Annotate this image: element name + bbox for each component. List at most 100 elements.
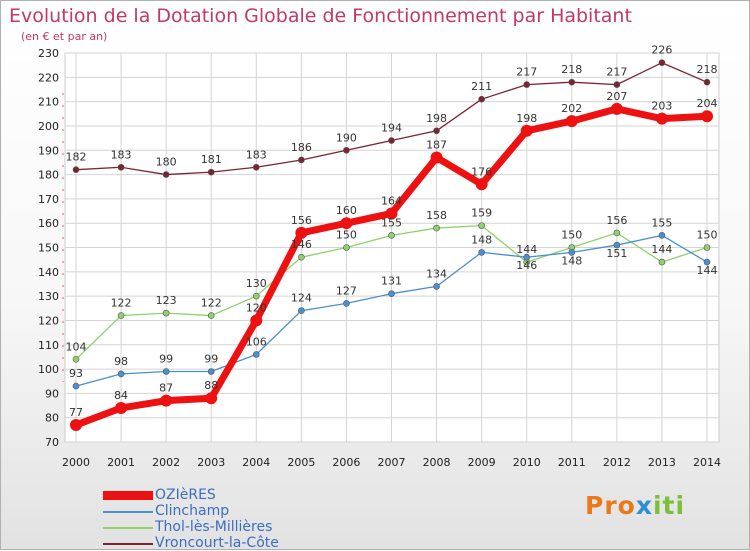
data-label: 156 bbox=[606, 214, 627, 227]
data-point bbox=[162, 309, 170, 317]
y-tick-label: 230 bbox=[38, 47, 59, 60]
data-label: 124 bbox=[291, 292, 312, 305]
y-tick-label: 210 bbox=[38, 96, 59, 109]
data-point bbox=[568, 78, 576, 86]
legend-swatch bbox=[103, 543, 153, 545]
x-tick-label: 2000 bbox=[62, 456, 90, 469]
x-tick-label: 2013 bbox=[648, 456, 676, 469]
y-tick-label: 200 bbox=[38, 120, 59, 133]
legend-label: Vroncourt-la-Côte bbox=[155, 535, 279, 551]
data-point bbox=[298, 253, 305, 261]
y-tick-label: 140 bbox=[38, 266, 59, 279]
x-tick-label: 2007 bbox=[378, 456, 406, 469]
data-point bbox=[343, 244, 350, 251]
data-point bbox=[385, 207, 398, 220]
legend-swatch bbox=[103, 511, 153, 513]
data-label: 150 bbox=[697, 229, 718, 242]
x-tick-label: 2012 bbox=[603, 456, 631, 469]
data-label: 226 bbox=[651, 44, 672, 57]
data-label: 120 bbox=[246, 301, 267, 314]
data-point bbox=[252, 351, 260, 358]
data-point bbox=[70, 418, 82, 431]
data-point bbox=[250, 314, 263, 327]
data-label: 190 bbox=[336, 131, 357, 144]
data-label: 155 bbox=[381, 216, 402, 229]
data-point bbox=[162, 171, 170, 178]
data-label: 146 bbox=[516, 259, 537, 272]
data-label: 134 bbox=[426, 267, 447, 280]
data-point bbox=[703, 78, 711, 86]
legend-label: Thol-lès-Millières bbox=[155, 519, 273, 535]
data-label: 106 bbox=[246, 335, 267, 348]
data-label: 198 bbox=[426, 112, 447, 125]
data-label: 122 bbox=[111, 297, 132, 310]
data-label: 150 bbox=[561, 229, 582, 242]
data-label: 98 bbox=[114, 355, 128, 368]
data-label: 217 bbox=[606, 66, 627, 79]
x-tick-label: 2005 bbox=[287, 456, 315, 469]
data-point bbox=[658, 232, 666, 239]
data-label: 88 bbox=[204, 379, 218, 392]
data-point bbox=[613, 81, 621, 88]
y-tick-label: 190 bbox=[38, 144, 59, 157]
y-tick-label: 130 bbox=[38, 290, 59, 303]
data-point bbox=[252, 163, 260, 171]
data-point bbox=[340, 217, 353, 230]
data-point bbox=[295, 226, 308, 239]
data-label: 148 bbox=[471, 233, 492, 246]
data-point bbox=[478, 249, 485, 256]
data-label: 186 bbox=[291, 141, 312, 154]
data-point bbox=[252, 292, 260, 300]
data-label: 202 bbox=[561, 102, 582, 115]
data-point bbox=[388, 137, 395, 144]
data-label: 144 bbox=[697, 264, 718, 277]
data-point bbox=[205, 392, 218, 405]
x-tick-label: 2010 bbox=[513, 456, 541, 469]
data-point bbox=[523, 253, 531, 261]
y-tick-label: 150 bbox=[38, 242, 59, 255]
data-point bbox=[655, 112, 668, 125]
data-label: 150 bbox=[336, 229, 357, 242]
data-label: 122 bbox=[201, 297, 222, 310]
data-label: 194 bbox=[381, 122, 402, 135]
data-point bbox=[298, 156, 305, 164]
data-point bbox=[343, 146, 350, 154]
data-point bbox=[207, 168, 215, 176]
data-label: 156 bbox=[291, 214, 312, 227]
data-point bbox=[433, 127, 440, 135]
x-tick-label: 2006 bbox=[332, 456, 360, 469]
data-point bbox=[433, 224, 440, 232]
data-point bbox=[117, 312, 125, 319]
axes: 7080901001101201301401501601701801902002… bbox=[38, 47, 721, 469]
y-tick-label: 160 bbox=[38, 217, 59, 230]
x-tick-label: 2009 bbox=[468, 456, 496, 469]
x-tick-label: 2014 bbox=[693, 456, 721, 469]
data-label: 99 bbox=[204, 352, 218, 365]
data-label: 104 bbox=[66, 340, 87, 353]
logo-part-3: iti bbox=[652, 491, 686, 520]
data-label: 183 bbox=[246, 148, 267, 161]
chart-title: Evolution de la Dotation Globale de Fonc… bbox=[9, 5, 632, 27]
data-point bbox=[388, 232, 395, 239]
data-label: 146 bbox=[291, 238, 312, 251]
data-point bbox=[207, 312, 215, 319]
data-point bbox=[72, 382, 80, 390]
y-tick-label: 220 bbox=[38, 71, 59, 84]
data-point bbox=[703, 244, 711, 251]
data-point bbox=[658, 258, 666, 266]
proxiti-logo: Proxiti bbox=[585, 491, 685, 520]
data-label: 123 bbox=[156, 294, 177, 307]
data-point bbox=[162, 368, 170, 375]
x-tick-label: 2008 bbox=[423, 456, 451, 469]
legend-label: Clinchamp bbox=[155, 503, 230, 519]
legend-swatch bbox=[103, 491, 153, 500]
y-tick-label: 170 bbox=[38, 193, 59, 206]
data-label: 183 bbox=[111, 148, 132, 161]
y-tick-label: 110 bbox=[38, 339, 59, 352]
data-label: 127 bbox=[336, 284, 357, 297]
data-label: 211 bbox=[471, 80, 492, 93]
data-label: 160 bbox=[336, 204, 357, 217]
data-label: 148 bbox=[561, 254, 582, 267]
data-label: 203 bbox=[651, 100, 672, 113]
x-tick-label: 2003 bbox=[197, 456, 225, 469]
